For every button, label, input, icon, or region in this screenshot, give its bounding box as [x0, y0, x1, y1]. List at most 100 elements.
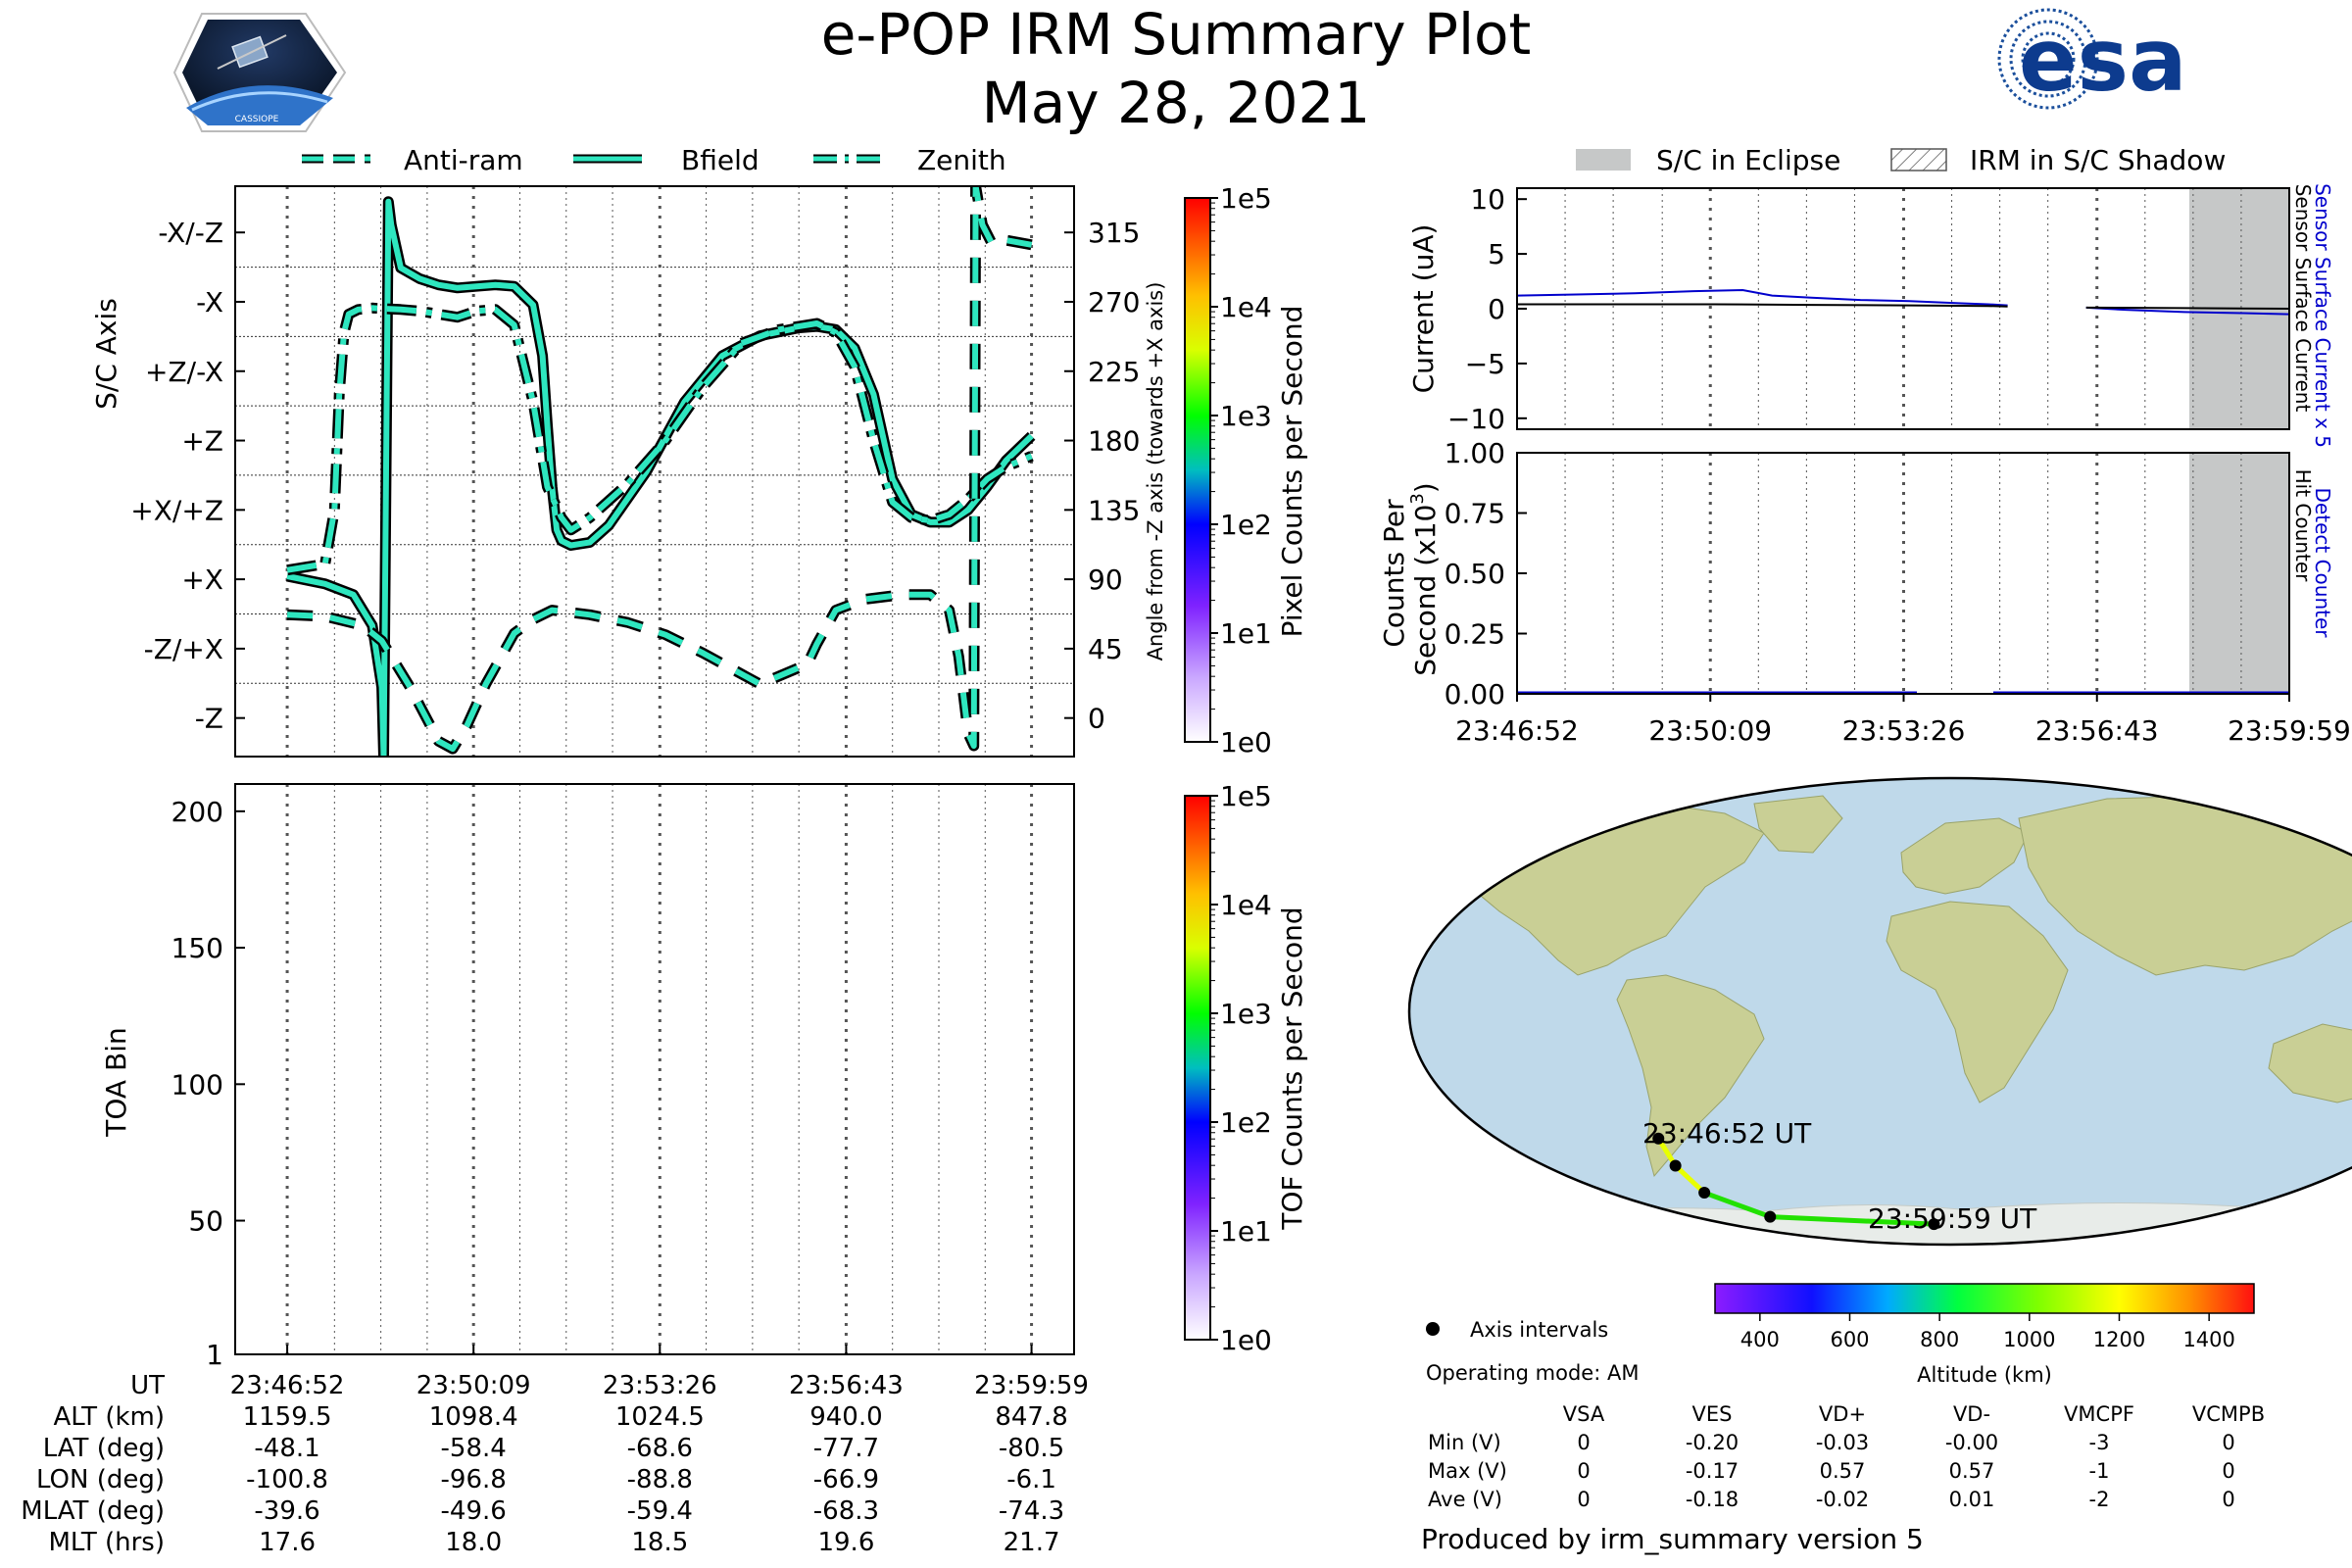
altitude-tick-label: 1400 [2182, 1328, 2234, 1351]
counts-ylabel: Counts Per Second (x103) [1378, 482, 1442, 675]
cassiope-logo: CASSIOPE [172, 13, 347, 132]
ephemeris-cell: -59.4 [627, 1496, 693, 1526]
voltage-cell: 0 [2222, 1488, 2234, 1511]
colorbar-tick-label: 1e5 [1220, 780, 1272, 812]
counts-ylabel-line2: Second (x103) [1407, 482, 1442, 675]
ephemeris-row-label: MLT (hrs) [49, 1528, 166, 1557]
attitude-ylabel: S/C Axis [90, 298, 122, 410]
counts-right-label-black: Hit Counter [2291, 469, 2315, 582]
page-title: e-POP IRM Summary Plot [821, 1, 1532, 68]
ephemeris-row-label: ALT (km) [53, 1402, 165, 1432]
eclipse-swatch [1576, 149, 1631, 171]
track-segment [1701, 1190, 1773, 1220]
voltage-row-label: Max (V) [1428, 1459, 1507, 1483]
voltage-header: VMCPF [2064, 1402, 2134, 1426]
altitude-tick-label: 1000 [2003, 1328, 2055, 1351]
ephemeris-cell: 23:46:52 [230, 1371, 345, 1400]
series-zenith [286, 305, 1033, 573]
legend-shadow: IRM in S/C Shadow [1970, 144, 2226, 176]
current-right-label-black: Sensor Surface Current [2291, 184, 2315, 413]
ephemeris-cell: -100.8 [246, 1465, 328, 1494]
legend-bfield: Bfield [681, 144, 760, 176]
track-point [1652, 1132, 1665, 1145]
tof-colorbar-label: TOF Counts per Second [1276, 906, 1308, 1230]
eclipse-band-counts [2189, 453, 2289, 694]
altitude-colorbar: 400 600 800 1000 1200 1400 Altitude (km) [1714, 1283, 2255, 1387]
current-tick-label: −5 [1465, 348, 1505, 380]
counts-tick-label: 0.75 [1445, 498, 1505, 530]
voltage-cell: 0 [2222, 1459, 2234, 1483]
current-right-label-blue: Sensor Surface Current x 5 [2311, 183, 2334, 448]
eclipse-legend: S/C in Eclipse IRM in S/C Shadow [1576, 144, 2226, 176]
ephemeris-cell: -80.5 [999, 1434, 1064, 1463]
ephemeris-cell: -6.1 [1006, 1465, 1056, 1494]
counts-ylabel-line1: Counts Per [1378, 499, 1410, 648]
current-panel: −10 −5 0 5 10 Current (uA) Sensor Surface Cu… [1407, 183, 2334, 448]
ephemeris-cell: -68.6 [627, 1434, 693, 1463]
angle-label: 225 [1088, 356, 1140, 388]
plot-date: May 28, 2021 [982, 70, 1371, 136]
counts-time-label: 23:59:59 [2228, 714, 2351, 747]
axis-label: -X [196, 286, 223, 318]
axis-intervals-label: Axis intervals [1470, 1318, 1608, 1342]
voltage-row-label: Ave (V) [1428, 1488, 1502, 1511]
voltage-row-label: Min (V) [1428, 1431, 1501, 1454]
voltage-cell: -0.20 [1686, 1431, 1739, 1454]
colorbar-tick-label: 1e3 [1220, 998, 1272, 1030]
counts-tick-label: 0.25 [1445, 618, 1505, 651]
voltage-cell: -3 [2089, 1431, 2110, 1454]
voltage-cell: -0.02 [1816, 1488, 1869, 1511]
voltage-header: VCMPB [2192, 1402, 2265, 1426]
ephemeris-cell: 23:50:09 [416, 1371, 531, 1400]
esa-logo: esa [1997, 8, 2186, 111]
tof-colorbar: 1e0 1e1 1e2 1e3 1e4 1e5 TOF Counts per Second [1184, 780, 1308, 1356]
voltage-header: VD- [1953, 1402, 1990, 1426]
track-end-label: 23:59:59 UT [1868, 1202, 2037, 1235]
track-segment [1673, 1163, 1707, 1196]
counts-time-label: 23:50:09 [1648, 714, 1772, 747]
angle-label: 45 [1088, 633, 1123, 665]
altitude-label: Altitude (km) [1917, 1363, 2052, 1387]
voltage-cell: 0 [1577, 1488, 1590, 1511]
colorbar-tick-label: 1e4 [1220, 889, 1272, 921]
voltage-cell: 0.01 [1949, 1488, 1995, 1511]
counts-ylabel-main: Second (x10 [1409, 505, 1442, 676]
pixel-colorbar-label: Pixel Counts per Second [1276, 306, 1308, 638]
axis-label: -Z [195, 703, 223, 735]
colorbar-tick-label: 1e2 [1220, 509, 1272, 541]
toa-guides [234, 784, 1034, 1354]
ephemeris-row-label: LON (deg) [36, 1465, 165, 1494]
counts-time-label: 23:56:43 [2035, 714, 2159, 747]
altitude-tick-label: 1200 [2093, 1328, 2145, 1351]
voltage-cell: -2 [2089, 1488, 2110, 1511]
ephemeris-cell: 1159.5 [243, 1402, 332, 1432]
current-ticks: −10 −5 0 5 10 [1447, 183, 1527, 435]
colorbar-tick-label: 1e4 [1220, 291, 1272, 323]
voltage-header: VES [1692, 1402, 1733, 1426]
attitude-guides [234, 186, 1074, 757]
legend-zenith: Zenith [917, 144, 1006, 176]
voltage-cell: 0.57 [1820, 1459, 1866, 1483]
ephemeris-cell: -58.4 [441, 1434, 507, 1463]
axis-label: -Z/+X [144, 633, 223, 665]
toa-tick-label: 100 [172, 1068, 223, 1101]
ephemeris-cell: 18.5 [631, 1528, 688, 1557]
legend-anti-ram: Anti-ram [404, 144, 523, 176]
voltage-cell: -0.18 [1686, 1488, 1739, 1511]
ephemeris-cell: -39.6 [254, 1496, 319, 1526]
voltage-cell: 0 [1577, 1431, 1590, 1454]
toa-tick-label: 200 [172, 796, 223, 828]
ephemeris-cell: -49.6 [441, 1496, 507, 1526]
esa-logo-text: esa [2019, 10, 2186, 111]
track-point [1698, 1187, 1711, 1200]
counts-tick-label: 0.50 [1445, 558, 1505, 590]
altitude-tick-label: 800 [1920, 1328, 1959, 1351]
counts-time-label: 23:46:52 [1455, 714, 1579, 747]
shadow-swatch [1890, 148, 1947, 172]
voltage-cell: -0.17 [1686, 1459, 1739, 1483]
operating-mode: Operating mode: AM [1426, 1361, 1639, 1385]
axis-label: +X [181, 564, 223, 596]
